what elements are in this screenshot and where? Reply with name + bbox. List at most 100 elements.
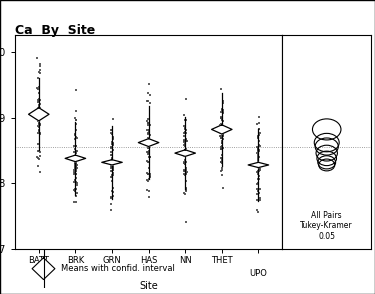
Point — [144, 160, 150, 164]
Point — [182, 191, 188, 196]
Point — [108, 195, 114, 200]
Point — [254, 181, 260, 186]
Point — [109, 156, 115, 161]
Point — [182, 161, 188, 166]
Point — [219, 166, 225, 170]
Point — [146, 166, 152, 170]
Point — [74, 149, 80, 154]
Point — [145, 146, 151, 151]
Point — [219, 173, 225, 178]
Point — [219, 139, 225, 143]
Point — [147, 155, 153, 159]
Point — [37, 64, 43, 69]
Point — [218, 145, 224, 149]
Point — [181, 171, 187, 176]
Point — [254, 144, 260, 149]
Point — [181, 112, 187, 117]
Point — [73, 144, 79, 149]
Point — [145, 172, 151, 176]
Point — [220, 146, 226, 150]
Point — [110, 116, 116, 121]
Point — [255, 147, 261, 151]
Point — [181, 152, 187, 157]
Point — [182, 118, 188, 123]
Point — [183, 188, 189, 192]
Point — [219, 153, 225, 157]
Point — [219, 118, 225, 122]
Point — [256, 143, 262, 147]
Point — [146, 154, 152, 159]
Point — [219, 108, 225, 113]
Point — [182, 140, 188, 145]
Point — [108, 208, 114, 212]
Point — [183, 138, 189, 142]
Point — [181, 143, 187, 148]
Point — [218, 86, 224, 91]
Point — [72, 137, 78, 142]
Point — [254, 192, 260, 197]
Point — [256, 191, 262, 196]
Point — [218, 160, 224, 165]
Point — [109, 164, 115, 169]
Point — [182, 130, 188, 134]
Point — [256, 164, 262, 169]
Point — [108, 159, 114, 164]
Point — [257, 143, 263, 148]
Point — [35, 131, 41, 135]
Point — [35, 123, 41, 128]
Point — [219, 161, 225, 166]
Point — [255, 181, 261, 185]
Point — [37, 102, 43, 106]
Point — [110, 166, 116, 171]
Point — [145, 151, 151, 156]
Point — [218, 155, 224, 160]
Text: Means with confid. interval: Means with confid. interval — [62, 264, 175, 273]
Point — [74, 128, 80, 132]
Point — [108, 158, 114, 162]
Point — [183, 136, 189, 141]
Point — [183, 169, 189, 174]
Point — [146, 189, 152, 194]
Point — [255, 134, 261, 139]
Point — [182, 169, 188, 173]
Point — [74, 136, 80, 140]
Point — [71, 168, 77, 172]
Point — [35, 148, 41, 153]
Point — [147, 155, 153, 160]
Point — [146, 150, 152, 155]
Point — [181, 160, 187, 165]
Point — [108, 202, 114, 207]
Point — [255, 176, 261, 181]
Point — [181, 153, 187, 158]
Point — [110, 135, 116, 139]
Point — [72, 161, 78, 166]
Point — [36, 108, 42, 113]
Point — [73, 144, 79, 149]
Point — [220, 136, 226, 141]
Point — [35, 86, 41, 91]
Point — [109, 173, 115, 178]
Point — [183, 138, 189, 143]
Point — [255, 157, 261, 162]
Point — [35, 109, 41, 114]
Point — [255, 186, 261, 191]
Point — [145, 136, 151, 140]
Point — [146, 137, 152, 142]
Point — [110, 163, 116, 168]
Point — [219, 123, 225, 128]
Point — [72, 115, 78, 120]
Point — [217, 123, 223, 128]
Point — [254, 198, 260, 202]
Point — [36, 131, 42, 136]
Point — [109, 131, 115, 136]
Point — [71, 150, 77, 155]
Point — [183, 131, 189, 136]
Point — [217, 131, 223, 136]
Point — [182, 131, 188, 136]
Point — [257, 168, 263, 173]
Point — [37, 112, 43, 117]
Point — [36, 98, 42, 103]
Point — [108, 131, 114, 135]
Point — [254, 170, 260, 174]
X-axis label: Site: Site — [139, 281, 158, 291]
